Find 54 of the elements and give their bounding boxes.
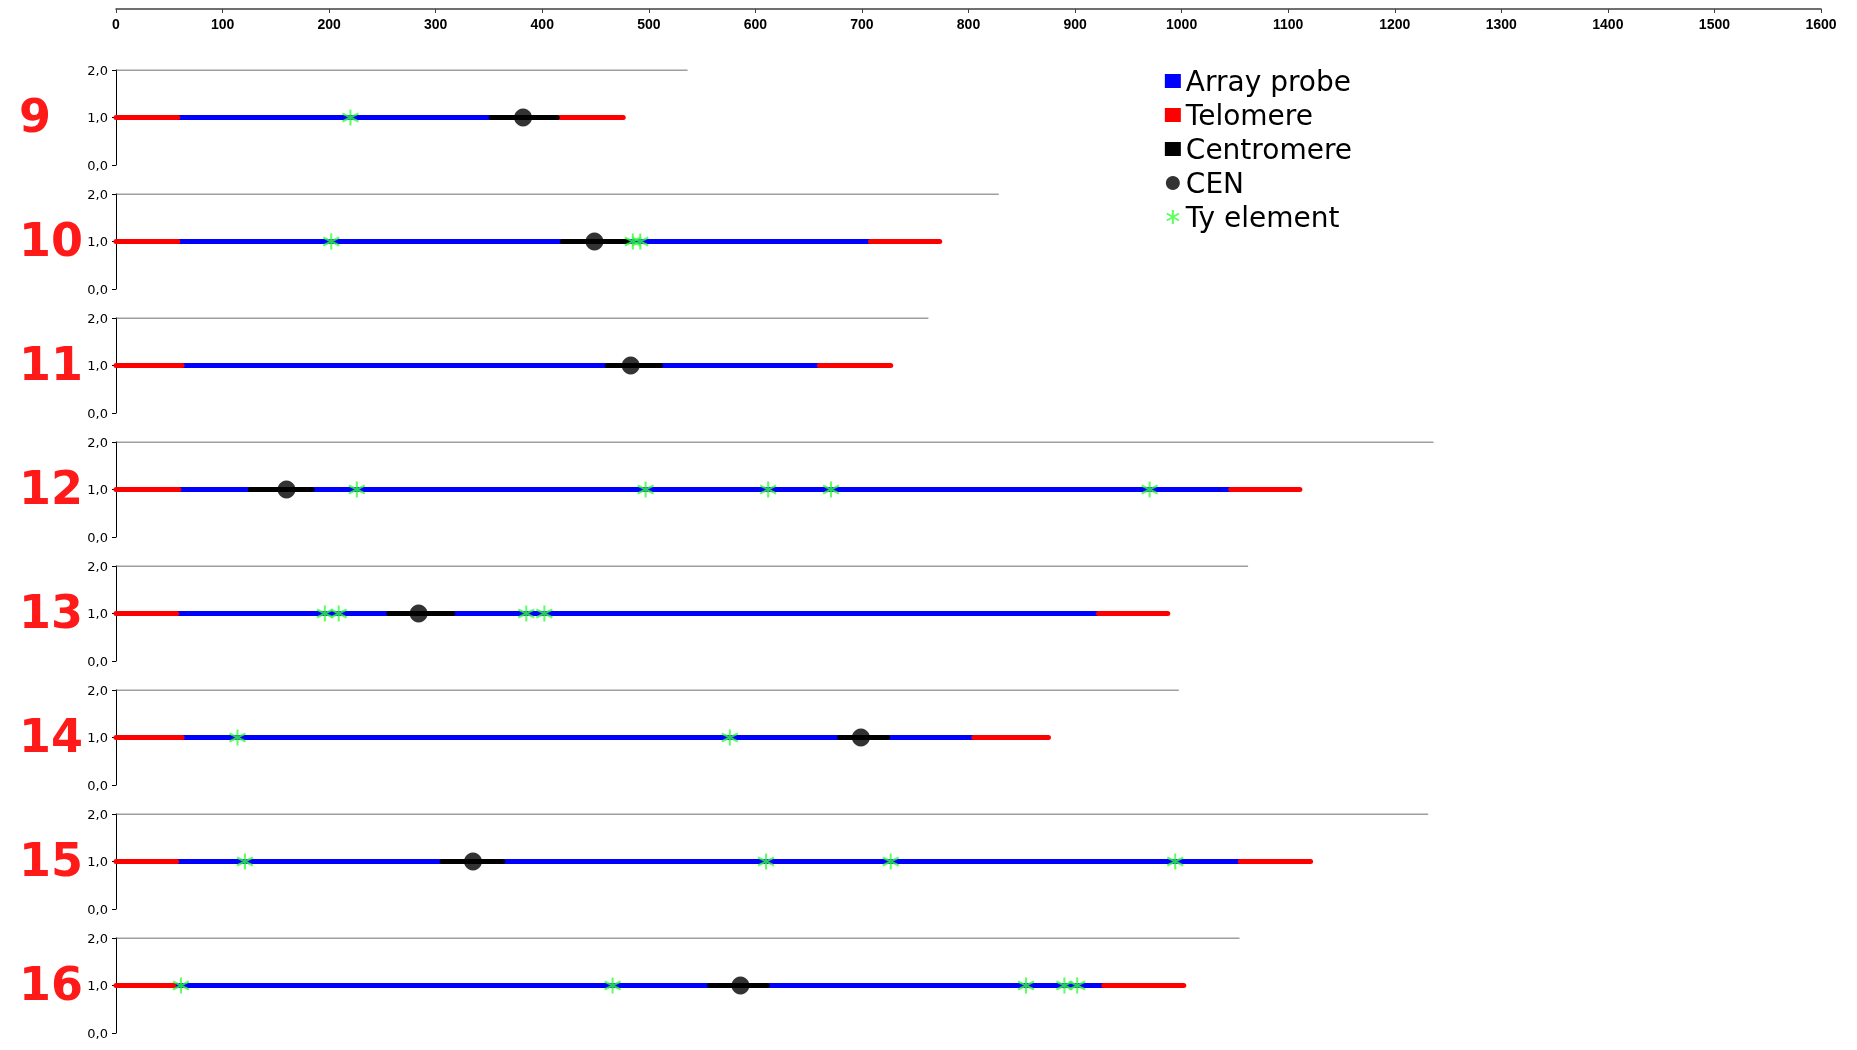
x-tick-label: 100 xyxy=(210,16,235,32)
y-tick-label: 2,0 xyxy=(87,62,108,78)
x-tick-label: 900 xyxy=(1063,16,1087,32)
x-tick-label: 600 xyxy=(743,16,768,32)
y-tick-label: 0,0 xyxy=(87,777,108,793)
chart-title: 15 xyxy=(19,832,84,887)
chart-title: 13 xyxy=(19,584,84,639)
y-tick-label: 2,0 xyxy=(87,930,108,946)
y-tick-label: 1,0 xyxy=(87,358,108,373)
y-tick-label: 1,0 xyxy=(87,110,108,125)
chart-title: 14 xyxy=(19,708,84,763)
x-tick-label: 700 xyxy=(850,16,874,32)
y-tick-label: 0,0 xyxy=(87,901,108,917)
chart-title: 9 xyxy=(19,88,52,143)
legend-label: Ty element xyxy=(1184,200,1340,234)
x-tick-label: 1400 xyxy=(1592,16,1624,32)
legend-label: Centromere xyxy=(1185,132,1352,166)
x-tick-label: 500 xyxy=(637,16,661,32)
chart-title: 16 xyxy=(19,956,84,1011)
y-tick-label: 2,0 xyxy=(87,434,108,450)
y-tick-label: 1,0 xyxy=(87,606,108,621)
x-tick-label: 800 xyxy=(956,16,981,32)
x-tick-label: 1100 xyxy=(1273,16,1304,32)
y-tick-label: 0,0 xyxy=(87,529,108,545)
y-tick-label: 2,0 xyxy=(87,186,108,202)
y-tick-label: 1,0 xyxy=(87,730,108,745)
x-tick-label: 1500 xyxy=(1698,16,1731,32)
y-tick-label: 0,0 xyxy=(87,1025,108,1041)
chart-title: 11 xyxy=(19,336,84,391)
y-tick-label: 0,0 xyxy=(87,281,108,297)
chart-title: 12 xyxy=(19,460,84,515)
y-tick-label: 1,0 xyxy=(87,482,108,497)
y-tick-label: 1,0 xyxy=(87,978,108,993)
y-tick-label: 0,0 xyxy=(87,405,108,421)
y-tick-label: 1,0 xyxy=(87,234,108,249)
x-tick-label: 400 xyxy=(530,16,555,32)
x-tick-label: 1000 xyxy=(1166,16,1198,32)
y-tick-label: 0,0 xyxy=(87,157,108,173)
x-tick-label: 1300 xyxy=(1485,16,1518,32)
y-tick-label: 2,0 xyxy=(87,806,108,822)
x-tick-label: 200 xyxy=(317,16,342,32)
y-tick-label: 2,0 xyxy=(87,310,108,326)
y-tick-label: 2,0 xyxy=(87,558,108,574)
x-tick-label: 1600 xyxy=(1805,16,1837,32)
x-tick-label: 300 xyxy=(424,16,448,32)
legend-label: CEN xyxy=(1185,166,1245,200)
legend-label: Telomere xyxy=(1184,98,1313,132)
legend-label: Array probe xyxy=(1185,64,1351,98)
y-tick-label: 0,0 xyxy=(87,653,108,669)
y-tick-label: 2,0 xyxy=(87,682,108,698)
y-tick-label: 1,0 xyxy=(87,854,108,869)
x-tick-label: 0 xyxy=(112,16,121,32)
chart-title: 10 xyxy=(19,212,84,267)
x-tick-label: 1200 xyxy=(1379,16,1411,32)
